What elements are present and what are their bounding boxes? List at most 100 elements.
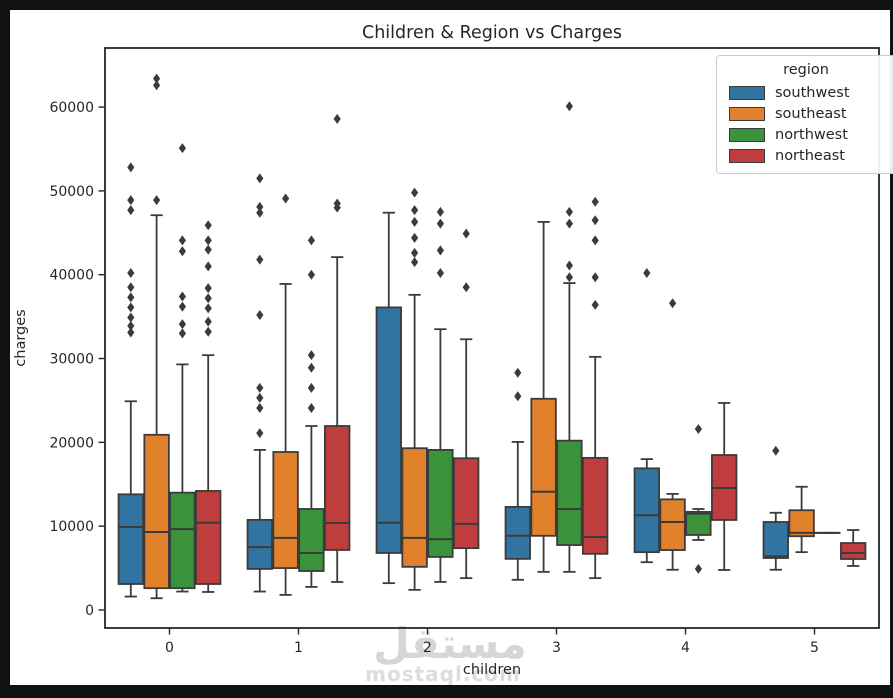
box-southwest-0-outlier-marker bbox=[127, 162, 135, 173]
box-northwest-2 bbox=[427, 448, 454, 558]
legend-item-northeast: northeast bbox=[725, 145, 887, 166]
box-northeast-1-outlier-marker bbox=[333, 113, 341, 124]
box-southeast-0-outlier-marker bbox=[153, 73, 161, 84]
box-northeast-3-outlier-marker bbox=[591, 299, 599, 310]
x-tick-label: 3 bbox=[552, 640, 561, 656]
box-southeast-4 bbox=[659, 498, 686, 551]
box-northeast-0-outlier-marker bbox=[204, 326, 212, 337]
box-southwest-3 bbox=[504, 505, 531, 560]
box-northwest-0-outlier-marker bbox=[178, 235, 186, 246]
box-northwest-4-outlier-marker bbox=[694, 563, 702, 574]
box-southwest-5-outlier-marker bbox=[772, 445, 780, 456]
box-northwest-0 bbox=[169, 491, 196, 590]
box-southeast-3 bbox=[530, 397, 557, 537]
box-southwest-1-outlier-marker bbox=[256, 201, 264, 212]
box-northwest-1-outlier-marker bbox=[307, 362, 315, 373]
box-southwest-0-outlier-marker bbox=[127, 205, 135, 216]
box-northwest-0-outlier-marker bbox=[178, 291, 186, 302]
box-northwest-3-outlier-marker bbox=[565, 206, 573, 217]
legend-label-northwest: northwest bbox=[775, 126, 848, 143]
box-northeast-3 bbox=[582, 456, 609, 555]
box-southwest-0-outlier-marker bbox=[127, 268, 135, 279]
box-northeast-0-outlier-marker bbox=[204, 303, 212, 314]
box-southwest-1-outlier-marker bbox=[256, 402, 264, 413]
box-northeast-5 bbox=[840, 542, 867, 560]
legend-swatch-northeast bbox=[729, 148, 765, 163]
box-northwest-3-outlier-marker bbox=[565, 218, 573, 229]
box-northeast-0-outlier-marker bbox=[204, 283, 212, 294]
x-tick-label: 2 bbox=[423, 640, 432, 656]
box-southeast-0-outlier-marker bbox=[153, 80, 161, 91]
box-northeast-2 bbox=[453, 457, 480, 550]
box-northeast-0-outlier-marker bbox=[204, 220, 212, 231]
y-axis-label: charges bbox=[13, 309, 29, 366]
box-northwest-0-outlier-marker bbox=[178, 328, 186, 339]
box-southwest-0-outlier-marker bbox=[127, 320, 135, 331]
box-southeast-2-outlier-marker bbox=[411, 187, 419, 198]
box-northeast-1-outlier-marker bbox=[333, 202, 341, 213]
y-tick-label: 30000 bbox=[49, 352, 94, 368]
legend-item-southeast: southeast bbox=[725, 103, 887, 124]
figure-canvas: مستقل mostaql.com 0 10000 20000 30000 40000 5… bbox=[10, 10, 893, 686]
box-northeast-0-outlier-marker bbox=[204, 244, 212, 255]
box-southwest-5 bbox=[762, 521, 789, 559]
box-northwest-1 bbox=[298, 508, 325, 572]
y-tick-label: 0 bbox=[85, 603, 94, 619]
box-southwest-1-outlier-marker bbox=[256, 309, 264, 320]
box-southwest-1 bbox=[246, 518, 273, 570]
box-southwest-1-outlier-marker bbox=[256, 382, 264, 393]
box-southeast-2-outlier-marker bbox=[411, 257, 419, 268]
box-northwest-1-outlier-marker bbox=[307, 402, 315, 413]
box-southeast-2-outlier-marker bbox=[411, 216, 419, 227]
box-northwest-2-outlier-marker bbox=[436, 206, 444, 217]
box-southwest-4-outlier-marker bbox=[643, 268, 651, 279]
box-northeast-3-outlier-marker bbox=[591, 196, 599, 207]
plot-border bbox=[104, 47, 880, 629]
legend-item-southwest: southwest bbox=[725, 82, 887, 103]
box-northeast-0 bbox=[195, 490, 222, 585]
legend-rows: southwest southeast northwest northeast bbox=[725, 82, 887, 166]
box-southeast-0 bbox=[143, 433, 170, 590]
y-tick-label: 50000 bbox=[49, 184, 94, 200]
watermark-latin: mostaql.com bbox=[365, 662, 521, 685]
box-southwest-2 bbox=[375, 306, 402, 554]
legend-item-northwest: northwest bbox=[725, 124, 887, 145]
box-southwest-1-outlier-marker bbox=[256, 173, 264, 184]
box-northwest-3 bbox=[556, 439, 583, 546]
watermark-arabic: مستقل bbox=[373, 619, 527, 668]
box-southeast-4-outlier-marker bbox=[669, 298, 677, 309]
box-southwest-3-outlier-marker bbox=[514, 391, 522, 402]
box-northwest-0-outlier-marker bbox=[178, 319, 186, 330]
box-southeast-1 bbox=[272, 451, 299, 569]
box-northwest-0-outlier-marker bbox=[178, 246, 186, 257]
legend-label-southeast: southeast bbox=[775, 105, 847, 122]
legend-swatch-southwest bbox=[729, 85, 765, 100]
y-tick-label: 60000 bbox=[49, 100, 94, 116]
y-tick-label: 10000 bbox=[49, 519, 94, 535]
box-southeast-2-outlier-marker bbox=[411, 232, 419, 243]
y-tick-label: 20000 bbox=[49, 435, 94, 451]
box-southeast-2 bbox=[401, 447, 428, 568]
legend-swatch-northwest bbox=[729, 127, 765, 142]
legend-label-northeast: northeast bbox=[775, 147, 845, 164]
legend-title: region bbox=[783, 62, 829, 78]
box-northwest-2-outlier-marker bbox=[436, 268, 444, 279]
box-southwest-1-outlier-marker bbox=[256, 207, 264, 218]
box-northwest-2-outlier-marker bbox=[436, 218, 444, 229]
box-northeast-3-outlier-marker bbox=[591, 235, 599, 246]
box-southwest-0 bbox=[117, 493, 144, 585]
box-southwest-3-outlier-marker bbox=[514, 367, 522, 378]
box-southeast-1-outlier-marker bbox=[282, 193, 290, 204]
box-southwest-1-outlier-marker bbox=[256, 254, 264, 265]
chart-title: Children & Region vs Charges bbox=[362, 23, 622, 43]
box-southwest-0-outlier-marker bbox=[127, 195, 135, 206]
box-northeast-2-outlier-marker bbox=[462, 228, 470, 239]
box-northeast-3-outlier-marker bbox=[591, 272, 599, 283]
y-tick-label: 40000 bbox=[49, 268, 94, 284]
box-northwest-1-outlier-marker bbox=[307, 350, 315, 361]
box-northwest-0-outlier-marker bbox=[178, 143, 186, 154]
x-axis-label: children bbox=[463, 662, 521, 678]
box-northeast-0-outlier-marker bbox=[204, 293, 212, 304]
x-tick-label: 4 bbox=[681, 640, 690, 656]
